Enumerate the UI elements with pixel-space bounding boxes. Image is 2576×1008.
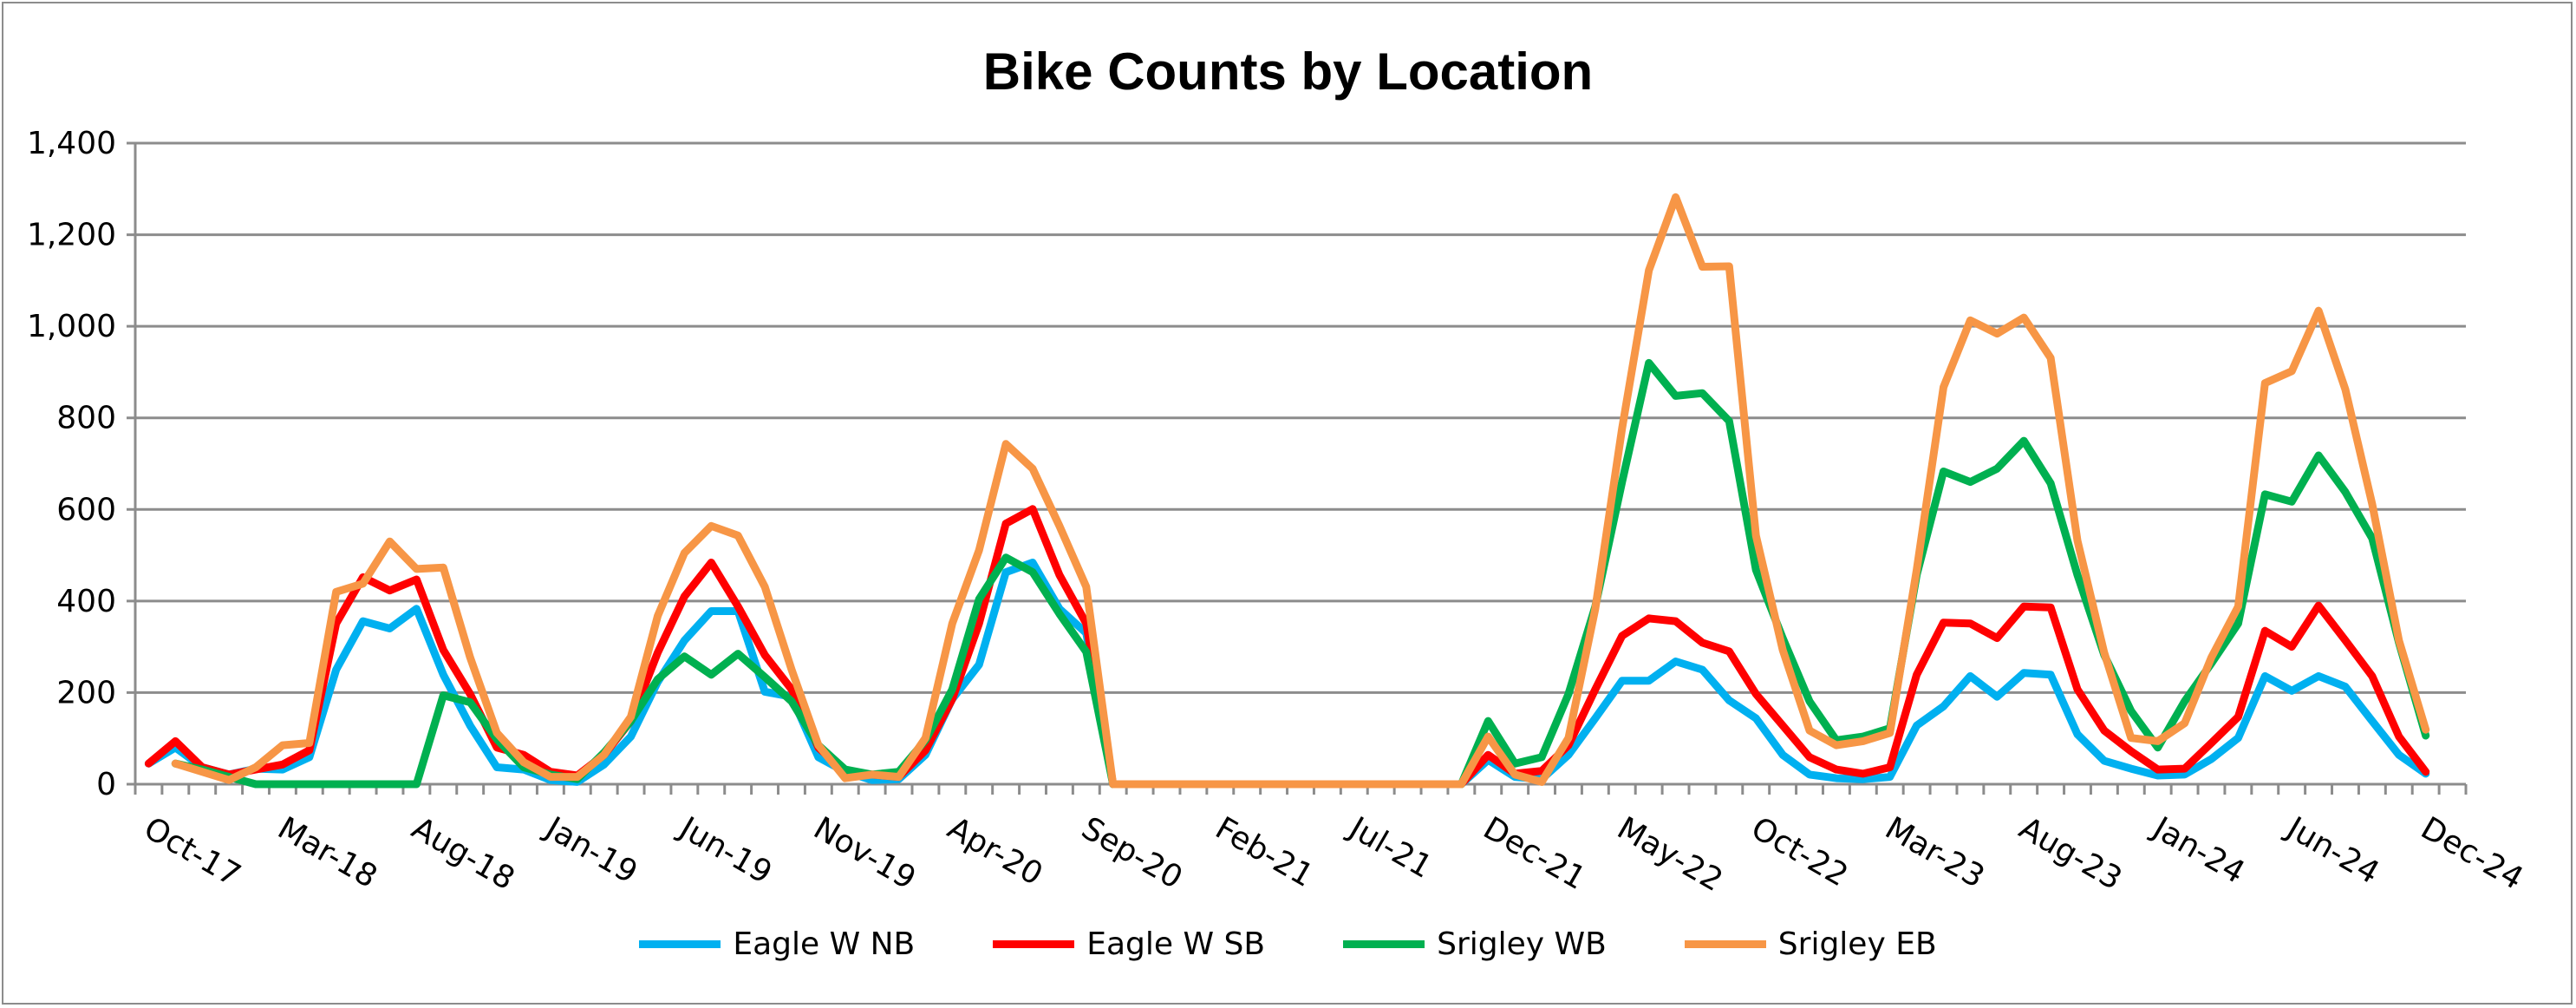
legend-item-srigley-eb: Srigley EB <box>1684 926 1937 962</box>
x-tick-label: Jun-24 <box>2279 809 2385 891</box>
legend: Eagle W NB Eagle W SB Srigley WB Srigley… <box>0 926 2576 962</box>
x-tick-label: Aug-23 <box>2013 810 2128 897</box>
x-tick-label: Jan-24 <box>2145 809 2250 891</box>
x-tick-label: Mar-23 <box>1879 810 1990 895</box>
x-tick-label: Feb-21 <box>1210 810 1320 894</box>
legend-swatch <box>1684 940 1766 948</box>
y-tick-label: 400 <box>56 584 116 619</box>
x-tick-label: Nov-19 <box>807 810 921 897</box>
legend-swatch <box>993 940 1075 948</box>
x-tick-label: Oct-22 <box>1745 810 1854 893</box>
x-tick-label: Jun-19 <box>672 809 778 891</box>
y-tick-label: 600 <box>56 492 116 527</box>
legend-swatch <box>1343 940 1425 948</box>
legend-label: Eagle W NB <box>733 926 916 962</box>
x-tick-label: Mar-18 <box>271 810 382 895</box>
x-tick-label: Aug-18 <box>406 810 520 897</box>
x-tick-label: Sep-20 <box>1075 810 1188 896</box>
legend-label: Srigley EB <box>1777 926 1937 962</box>
legend-item-eagle-w-nb: Eagle W NB <box>639 926 915 962</box>
y-tick-label: 1,400 <box>27 126 116 161</box>
legend-swatch <box>639 940 721 948</box>
series-line-srigley-eb <box>171 193 2430 789</box>
x-tick-label: Jul-21 <box>1342 809 1438 886</box>
y-tick-label: 1,200 <box>27 218 116 253</box>
x-tick-label: May-22 <box>1611 810 1728 899</box>
chart-title: Bike Counts by Location <box>982 43 1594 101</box>
x-tick-label: Dec-24 <box>2415 810 2529 897</box>
legend-label: Eagle W SB <box>1086 926 1266 962</box>
x-tick-label: Jan-19 <box>538 809 643 891</box>
legend-label: Srigley WB <box>1437 926 1607 962</box>
y-tick-label: 0 <box>96 767 116 802</box>
y-tick-label: 200 <box>56 675 116 710</box>
y-tick-label: 800 <box>56 401 116 436</box>
x-tick-label: Oct-17 <box>138 810 246 893</box>
x-tick-label: Apr-20 <box>942 810 1048 893</box>
legend-item-eagle-w-sb: Eagle W SB <box>993 926 1265 962</box>
x-tick-label: Dec-21 <box>1477 810 1592 897</box>
legend-item-srigley-wb: Srigley WB <box>1343 926 1607 962</box>
y-tick-label: 1,000 <box>27 309 116 344</box>
